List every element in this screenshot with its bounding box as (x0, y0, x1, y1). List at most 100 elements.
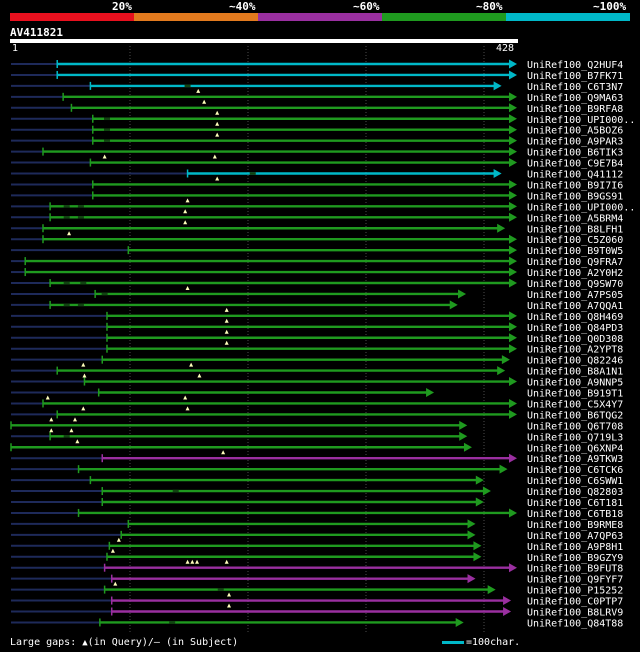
alignment-arrowhead (509, 70, 517, 80)
hit-label: UniRef100_B6TIK3 (527, 148, 623, 159)
hit-label: UniRef100_A5BOZ6 (527, 126, 623, 137)
hit-label: UniRef100_C5Z060 (527, 235, 623, 246)
query-gap-marker (195, 559, 200, 564)
hit-label: UniRef100_B8A1N1 (527, 367, 623, 378)
hit-label: UniRef100_B8LFH1 (527, 224, 623, 235)
hit-label: UniRef100_C5X4Y7 (527, 399, 623, 410)
alignment-arrowhead (501, 355, 510, 365)
query-gap-marker (221, 450, 226, 455)
scale-band (10, 13, 134, 21)
alignment-arrowhead (475, 497, 484, 507)
query-gap-marker (224, 307, 229, 312)
large-gaps-legend: Large gaps: ▲(in Query)/— (in Subject) (10, 637, 238, 648)
hit-label: UniRef100_B9T0W5 (527, 246, 623, 257)
alignment-arrowhead (509, 409, 517, 419)
query-gap-marker (75, 439, 80, 444)
alignment-arrowhead (509, 453, 517, 463)
hit-label: UniRef100_A7QP63 (527, 531, 623, 542)
alignment-arrowhead (458, 289, 467, 299)
query-gap-marker (183, 220, 188, 225)
hit-label: UniRef100_Q8H469 (527, 312, 623, 323)
gaps-subject-label: (in Subject) (159, 637, 239, 648)
scale-label: ~60% (353, 0, 380, 13)
query-gap-marker (224, 329, 229, 334)
hit-label: UniRef100_A5BRM4 (527, 213, 623, 224)
hit-label: UniRef100_A9NNP5 (527, 378, 623, 389)
query-gap-marker (212, 154, 217, 159)
query-gap-marker (49, 428, 54, 433)
hit-label: UniRef100_Q6XNP4 (527, 443, 623, 454)
query-gap-marker (82, 373, 87, 378)
query-gap-marker (196, 88, 201, 93)
query-gap-marker (227, 603, 232, 608)
query-gap-marker (227, 592, 232, 597)
hit-label: UniRef100_B9FUT8 (527, 564, 623, 575)
hit-label: UniRef100_C6T181 (527, 498, 623, 509)
alignment-arrowhead (509, 563, 517, 573)
query-gap-marker (185, 406, 190, 411)
hit-label: UniRef100_Q719L3 (527, 432, 623, 443)
alignment-arrowhead (509, 508, 517, 518)
hit-label: UniRef100_A9PAR3 (527, 137, 623, 148)
query-gap-marker (215, 121, 220, 126)
alignment-arrowhead (509, 212, 517, 222)
query-gap-marker (185, 285, 190, 290)
scale-legend: =100char. (442, 637, 520, 648)
hit-label: UniRef100_C6TB18 (527, 509, 623, 520)
hit-label: UniRef100_B7FK71 (527, 71, 623, 82)
alignment-arrowhead (509, 201, 517, 211)
subject-gap-icon: — (153, 637, 160, 648)
query-gap-marker (69, 428, 74, 433)
hit-label: UniRef100_B9GZY9 (527, 553, 623, 564)
scale-label: ~40% (229, 0, 256, 13)
alignment-arrowhead (509, 398, 517, 408)
scale-band (506, 13, 630, 21)
hit-label: UniRef100_A9P8H1 (527, 542, 623, 553)
scale-label: 20% (112, 0, 132, 13)
alignment-arrowhead (426, 388, 435, 397)
alignment-arrowhead (497, 366, 506, 376)
alignment-arrowhead (509, 114, 517, 124)
query-ruler (10, 39, 518, 43)
alignment-arrowhead (493, 81, 502, 91)
hit-label: UniRef100_Q84PD3 (527, 323, 623, 334)
hit-label: UniRef100_A2Y0H2 (527, 268, 623, 279)
alignment-arrowhead (475, 475, 484, 485)
alignment-arrowhead (509, 179, 517, 189)
alignment-arrowhead (509, 103, 517, 113)
hit-label: UniRef100_UPI000.. (527, 115, 635, 126)
alignment-arrowhead (509, 267, 517, 277)
scale-legend-label: =100char. (466, 637, 521, 648)
query-gap-marker (190, 559, 195, 564)
alignment-arrowhead (497, 223, 506, 233)
hit-label: UniRef100_C9E7B4 (527, 159, 623, 170)
scale-label: ~100% (593, 0, 627, 13)
query-name: AV411821 (10, 26, 63, 39)
alignment-arrowhead (509, 147, 517, 157)
query-gap-marker (183, 209, 188, 214)
query-gap-marker (224, 318, 229, 323)
query-gap-marker (45, 395, 50, 400)
alignment-arrowhead (509, 256, 517, 266)
scale-band (382, 13, 506, 21)
alignment-arrowhead (509, 125, 517, 135)
hit-label: UniRef100_B919T1 (527, 389, 623, 400)
hit-label: UniRef100_B9GS91 (527, 191, 623, 202)
query-gap-marker (49, 417, 54, 422)
alignment-arrowhead (449, 300, 458, 310)
scale-band (258, 13, 382, 21)
alignment-arrowhead (499, 464, 508, 474)
query-gap-marker (185, 198, 190, 203)
hit-label: UniRef100_B9RFA8 (527, 104, 623, 115)
query-gap-marker (81, 406, 86, 411)
hit-label: UniRef100_C6T3N7 (527, 82, 623, 93)
gaps-query-label: (in Query)/ (87, 637, 154, 648)
hit-label: UniRef100_Q9MA63 (527, 93, 623, 104)
alignment-arrowhead (509, 245, 517, 255)
query-gap-marker (224, 340, 229, 345)
alignment-arrowhead (455, 617, 464, 627)
gaps-prefix: Large gaps: (10, 637, 83, 648)
alignment-arrowhead (509, 278, 517, 288)
alignment-arrowhead (509, 136, 517, 146)
